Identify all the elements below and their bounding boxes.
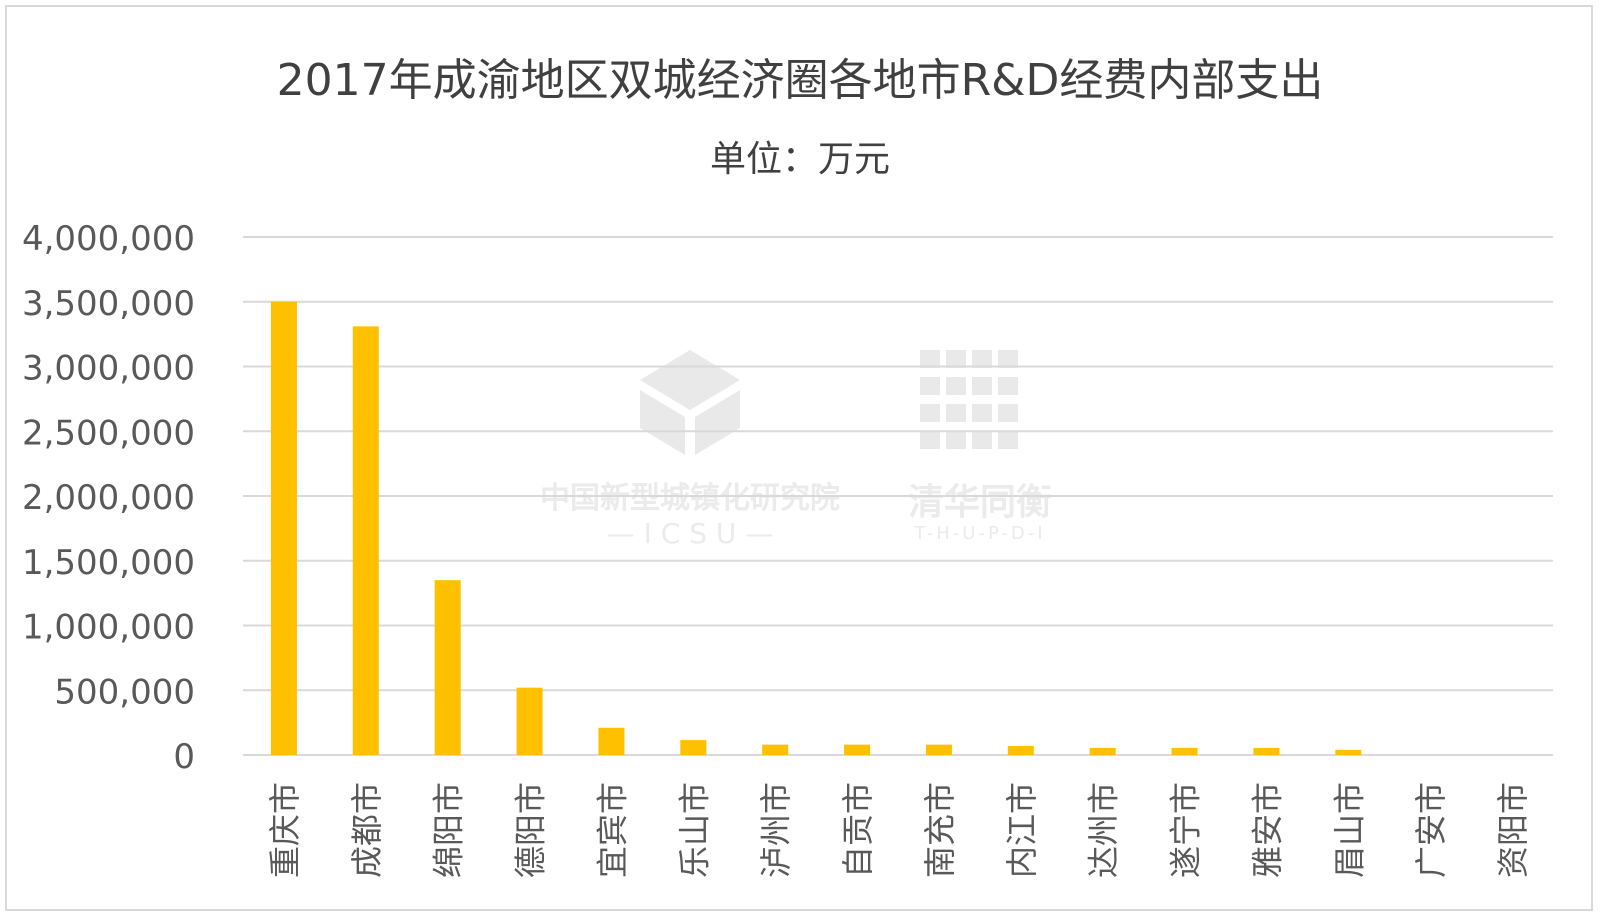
bar	[1335, 749, 1362, 755]
x-tick-label: 绵阳市	[430, 782, 468, 878]
bar	[1171, 747, 1198, 755]
x-tick-label: 内江市	[1003, 782, 1041, 878]
x-tick-label: 广安市	[1412, 782, 1450, 878]
chart-frame	[5, 5, 1593, 911]
bar	[1253, 747, 1280, 755]
x-tick-label: 雅安市	[1248, 782, 1286, 878]
bar	[270, 301, 297, 755]
x-tick-label: 自贡市	[839, 782, 877, 878]
bar	[434, 580, 461, 755]
x-tick-label: 成都市	[348, 782, 386, 878]
bar	[352, 326, 379, 755]
y-tick-label: 0	[173, 737, 195, 777]
x-tick-label: 南充市	[921, 782, 959, 878]
y-tick-label: 500,000	[54, 672, 195, 712]
bar	[516, 687, 543, 755]
bar	[844, 744, 871, 755]
bar	[598, 727, 625, 755]
bar	[1089, 747, 1116, 755]
x-tick-label: 泸州市	[757, 782, 795, 878]
x-tick-label: 资阳市	[1494, 782, 1532, 878]
chart-subtitle: 单位：万元	[709, 139, 890, 180]
x-tick-label: 眉山市	[1330, 782, 1368, 878]
x-tick-label: 遂宁市	[1167, 782, 1205, 878]
x-tick-label: 宜宾市	[593, 782, 631, 878]
x-tick-label: 达州市	[1085, 782, 1123, 878]
bar	[680, 740, 707, 755]
x-tick-label: 重庆市	[266, 782, 304, 878]
y-tick-label: 3,500,000	[22, 284, 195, 324]
y-tick-label: 2,500,000	[22, 413, 195, 453]
y-tick-label: 1,000,000	[22, 608, 195, 648]
chart-title: 2017年成渝地区双城经济圈各地市R&D经费内部支出	[276, 55, 1324, 106]
y-tick-label: 3,000,000	[22, 349, 195, 389]
bar	[925, 744, 952, 755]
y-tick-label: 4,000,000	[22, 219, 195, 259]
x-tick-label: 德阳市	[512, 782, 550, 878]
bar	[762, 744, 789, 755]
y-tick-label: 2,000,000	[22, 478, 195, 518]
bar	[1007, 745, 1034, 755]
y-tick-label: 1,500,000	[22, 543, 195, 583]
x-tick-label: 乐山市	[675, 782, 713, 878]
